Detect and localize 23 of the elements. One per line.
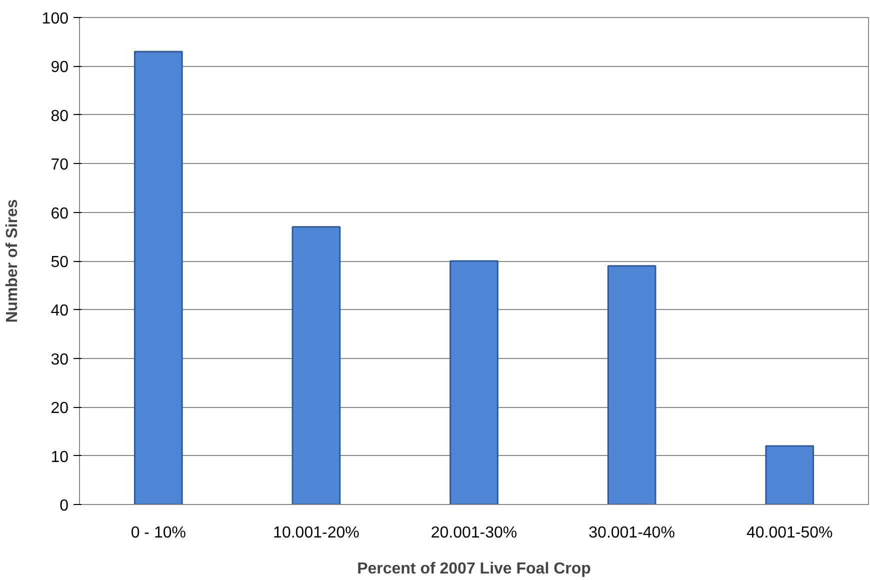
- bar: [134, 50, 183, 504]
- y-tick-label: 50: [50, 254, 69, 271]
- y-tick-label: 90: [50, 59, 69, 76]
- y-tick-label: 100: [42, 10, 69, 28]
- x-tick-label: 40.001-50%: [746, 524, 833, 542]
- y-tick-label: 30: [50, 351, 69, 368]
- x-tick-label: 10.001-20%: [273, 524, 360, 542]
- y-tick-label: 10: [50, 448, 69, 466]
- y-tick-label: 60: [50, 205, 69, 222]
- x-tick-label: 30.001-40%: [588, 524, 675, 542]
- bar: [607, 265, 656, 504]
- bar: [450, 260, 498, 504]
- x-tick-label: 0 - 10%: [130, 524, 186, 542]
- x-tick-label: 20.001-30%: [430, 524, 518, 542]
- y-tick-label: 0: [60, 498, 69, 514]
- y-tick-label: 70: [50, 156, 69, 174]
- bar: [292, 226, 341, 504]
- y-tick-label: 20: [50, 400, 69, 418]
- x-axis-title: Percent of 2007 Live Foal Crop: [357, 560, 592, 578]
- y-tick-label: 40: [50, 302, 69, 320]
- bar: [765, 445, 814, 504]
- y-tick-label: 80: [50, 108, 69, 125]
- y-axis-title: Number of Sires: [4, 199, 21, 323]
